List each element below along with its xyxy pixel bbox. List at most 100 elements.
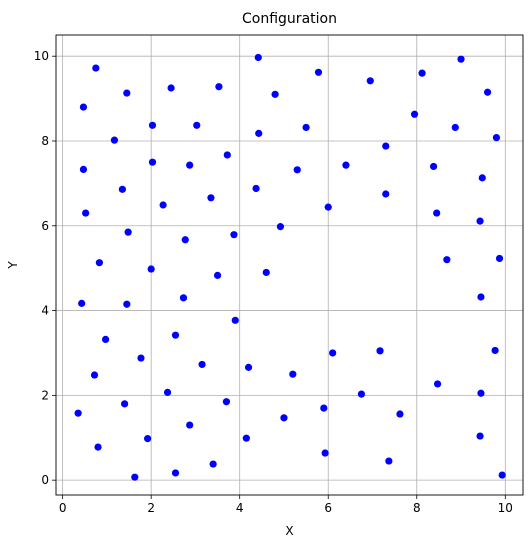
data-point (280, 414, 288, 422)
data-point (498, 471, 506, 479)
data-point (293, 166, 301, 174)
x-axis-label: X (285, 524, 293, 538)
data-point (320, 404, 328, 412)
y-tick-label: 8 (41, 134, 49, 148)
data-point (193, 121, 201, 129)
data-point (118, 185, 126, 193)
axis-ticks: 0 2 4 6 8 10 0 2 4 6 8 10 (34, 49, 513, 515)
data-point (213, 271, 222, 279)
data-point (148, 158, 157, 166)
data-point (171, 469, 180, 477)
x-tick-label: 0 (59, 501, 67, 515)
data-point (144, 435, 152, 443)
data-point (223, 151, 231, 159)
y-tick-label: 2 (41, 388, 49, 402)
data-point (342, 161, 350, 169)
data-point (198, 360, 206, 369)
data-point (451, 123, 459, 132)
data-point (476, 217, 484, 225)
data-point (167, 84, 175, 92)
data-point (289, 370, 297, 378)
data-point (124, 228, 132, 236)
data-point (92, 64, 100, 72)
data-point (94, 443, 102, 451)
y-tick-label: 6 (41, 219, 49, 233)
data-point (147, 265, 155, 273)
data-point (262, 268, 270, 277)
data-point (477, 293, 485, 301)
x-tick-label: 8 (413, 501, 421, 515)
grid-lines (56, 35, 523, 495)
data-point (179, 294, 188, 302)
data-point (181, 236, 189, 244)
x-tick-label: 6 (324, 501, 332, 515)
data-point (74, 409, 82, 417)
data-point (321, 449, 329, 457)
data-point (491, 346, 499, 355)
data-point (324, 203, 332, 211)
data-point (382, 142, 390, 150)
data-point (148, 121, 157, 129)
data-point (207, 194, 215, 202)
x-tick-label: 2 (147, 501, 155, 515)
data-point (209, 460, 217, 468)
data-point (495, 254, 504, 263)
data-point (492, 133, 501, 142)
data-point (231, 316, 239, 324)
data-point (314, 68, 323, 76)
data-point (244, 363, 253, 371)
data-point (242, 434, 250, 442)
data-point (255, 129, 263, 137)
data-point (123, 300, 131, 308)
data-point (478, 174, 486, 182)
data-point (95, 259, 103, 267)
data-point (78, 299, 86, 307)
data-point (252, 184, 260, 193)
x-tick-label: 4 (236, 501, 244, 515)
data-point (271, 90, 279, 98)
data-point (382, 190, 390, 198)
data-point (123, 89, 131, 97)
data-point (329, 349, 337, 357)
data-point (137, 354, 145, 362)
data-point (82, 209, 90, 217)
data-point (483, 88, 492, 96)
data-point (376, 347, 384, 355)
data-point (131, 473, 139, 481)
data-point (477, 389, 485, 397)
data-point (90, 371, 99, 379)
data-point (254, 53, 262, 62)
data-point (101, 335, 110, 344)
data-point (366, 77, 374, 85)
data-point (186, 161, 194, 169)
data-point (433, 380, 442, 388)
y-axis-label: Y (6, 261, 20, 270)
data-point (429, 162, 438, 171)
data-point (186, 421, 194, 429)
data-point (159, 201, 167, 209)
y-tick-label: 4 (41, 304, 49, 318)
data-point (443, 256, 451, 264)
y-tick-label: 0 (41, 473, 49, 487)
data-point (385, 457, 393, 465)
data-point (357, 390, 366, 398)
data-point (110, 136, 119, 144)
data-point (230, 231, 238, 239)
data-point (418, 69, 426, 77)
data-point (163, 388, 172, 397)
data-point (476, 432, 484, 440)
data-points (74, 53, 506, 481)
data-point (79, 103, 88, 111)
chart-title: Configuration (242, 11, 337, 27)
y-tick-label: 10 (34, 49, 49, 63)
data-point (215, 83, 223, 91)
data-point (79, 165, 88, 173)
data-point (433, 209, 441, 217)
data-point (222, 398, 231, 406)
data-point (396, 410, 404, 418)
data-point (171, 331, 180, 339)
data-point (410, 110, 419, 118)
data-point (121, 400, 129, 408)
